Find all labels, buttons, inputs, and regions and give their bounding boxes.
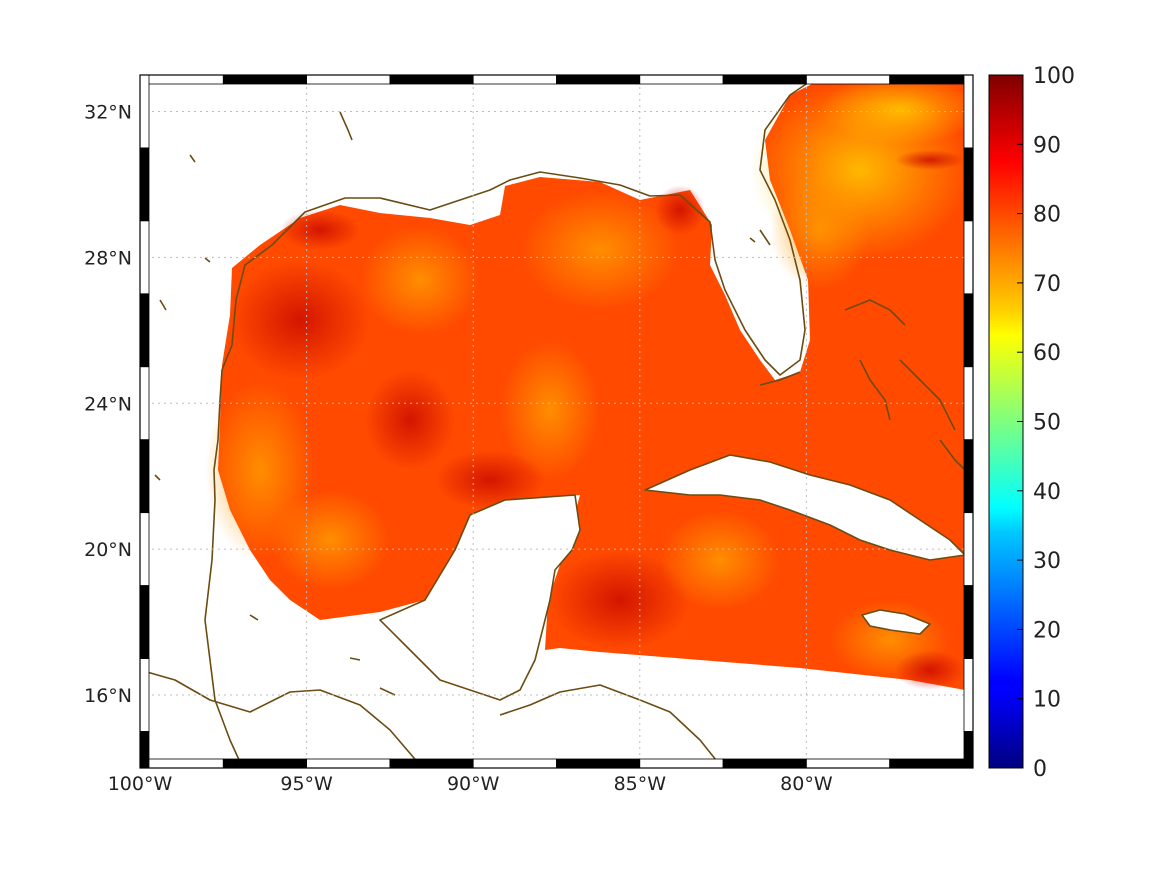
lon-tick-label: 80°W — [780, 773, 833, 795]
frame-bottom-segment — [722, 758, 807, 769]
small-islands — [154, 111, 771, 696]
frame-bottom-segment — [389, 758, 474, 769]
frame-top-segment — [806, 74, 891, 85]
jamaica-island — [861, 609, 931, 635]
coastline-central-america — [140, 669, 421, 766]
frame-top-segment — [472, 74, 557, 85]
frame-right-segment — [963, 731, 974, 769]
frame-right-segment — [963, 74, 974, 149]
frame-bottom-segment — [472, 758, 557, 769]
frame-bottom-segment — [306, 758, 391, 769]
frame-top-segment — [306, 74, 391, 85]
coastline-gulf — [204, 77, 816, 763]
frame-left-segment — [139, 512, 150, 587]
frame-left-segment — [139, 366, 150, 441]
frame-left-segment — [139, 731, 150, 769]
lat-tick-label: 32°N — [84, 101, 132, 123]
yucatan-peninsula — [379, 494, 581, 701]
colorbar-tick-label: 40 — [1033, 480, 1061, 505]
florida-keys — [759, 371, 801, 386]
frame-top-segment — [889, 74, 974, 85]
bahamas-islands — [844, 299, 966, 471]
frame-left-segment — [139, 147, 150, 222]
frame-left-segment — [139, 585, 150, 659]
lat-tick-label: 16°N — [84, 685, 132, 707]
frame-right-segment — [963, 585, 974, 659]
frame-bottom-segment — [139, 758, 224, 769]
colorbar-tick-label: 100 — [1033, 64, 1075, 89]
frame-outline — [139, 74, 974, 769]
colorbar-tick-label: 10 — [1033, 688, 1061, 713]
frame-top-segment — [556, 74, 641, 85]
frame-right-segment — [963, 658, 974, 732]
frame-bottom-segment — [889, 758, 974, 769]
frame-top-segment — [722, 74, 807, 85]
frame-bottom-segment — [222, 758, 308, 769]
colorbar-tick-label: 80 — [1033, 203, 1061, 228]
frame-right-segment — [963, 293, 974, 368]
frame-top-segment — [139, 74, 224, 85]
frame-left-segment — [139, 293, 150, 368]
gridlines — [140, 75, 973, 768]
frame-top-segment — [639, 74, 724, 85]
colorbar-tick-label: 90 — [1033, 133, 1061, 158]
coastline-honduras — [499, 684, 721, 766]
colorbar-tick-label: 0 — [1033, 757, 1047, 782]
lon-tick-label: 90°W — [447, 773, 500, 795]
lon-tick-labels: 100°W 95°W 90°W 85°W 80°W — [108, 773, 833, 795]
frame-bottom-segment — [556, 758, 641, 769]
lat-tick-label: 24°N — [84, 393, 132, 415]
frame-left-segment — [139, 74, 150, 149]
frame-bottom-segment — [639, 758, 724, 769]
frame-left-segment — [139, 439, 150, 514]
colorbar-tick-label: 30 — [1033, 549, 1061, 574]
lon-tick-label: 85°W — [614, 773, 667, 795]
lat-tick-label: 28°N — [84, 247, 132, 269]
frame-right-segment — [963, 147, 974, 222]
frame-right-segment — [963, 366, 974, 441]
lat-tick-labels: 32°N 28°N 24°N 20°N 16°N — [84, 101, 132, 707]
colorbar-tick-label: 70 — [1033, 272, 1061, 297]
frame-right-segment — [963, 512, 974, 587]
map-frame — [139, 74, 974, 769]
frame-left-segment — [139, 658, 150, 732]
frame-bottom-segment — [806, 758, 891, 769]
lon-tick-label: 100°W — [108, 773, 173, 795]
frame-left-segment — [139, 220, 150, 295]
colorbar-tick-label: 60 — [1033, 341, 1061, 366]
coastlines — [140, 77, 966, 766]
frame-top-segment — [389, 74, 474, 85]
frame-right-segment — [963, 220, 974, 295]
lon-tick-label: 95°W — [280, 773, 333, 795]
frame-top-segment — [222, 74, 308, 85]
lat-tick-label: 20°N — [84, 539, 132, 561]
colorbar-tick-label: 20 — [1033, 618, 1061, 643]
colorbar-tick-label: 50 — [1033, 411, 1061, 436]
frame-right-segment — [963, 439, 974, 514]
